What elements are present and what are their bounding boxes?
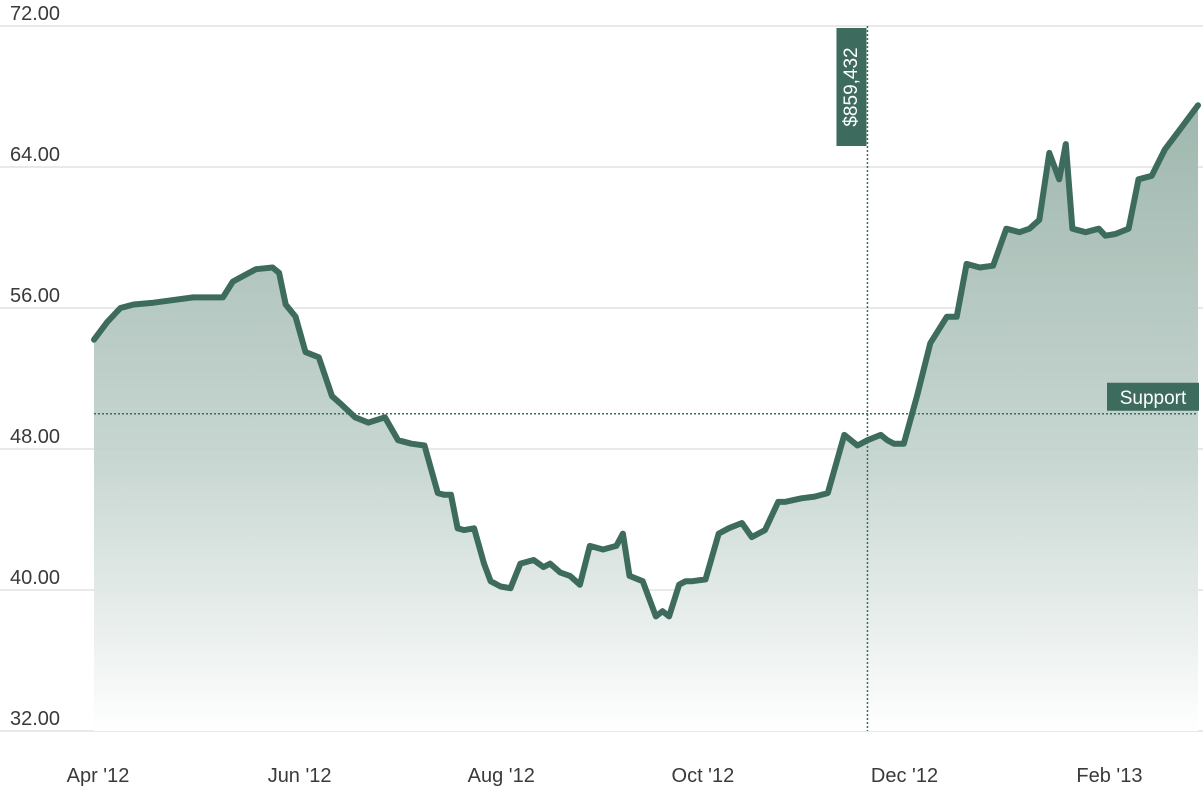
series-area <box>94 105 1198 732</box>
y-tick-label: 32.00 <box>10 708 60 730</box>
y-tick-label: 56.00 <box>10 285 60 307</box>
x-tick-label: Oct '12 <box>672 765 735 787</box>
series-line <box>91 102 1201 620</box>
support-badge <box>1107 382 1199 411</box>
series-line-layer <box>91 102 1201 620</box>
marker-layer: $859,432 <box>836 26 869 731</box>
support-label: Support <box>1120 388 1187 409</box>
area-fill-layer <box>94 105 1198 732</box>
x-tick-label: Aug '12 <box>468 765 535 787</box>
y-axis-ticks: 72.00 64.00 56.00 48.00 40.00 32.00 <box>10 3 60 730</box>
y-tick-label: 48.00 <box>10 426 60 448</box>
x-tick-label: Apr '12 <box>67 765 130 787</box>
support-line-layer: Support <box>94 382 1199 415</box>
marker-badge <box>836 28 867 146</box>
y-tick-label: 72.00 <box>10 3 60 25</box>
marker-label: $859,432 <box>841 47 862 126</box>
y-tick-label: 64.00 <box>10 144 60 166</box>
x-tick-label: Jun '12 <box>268 765 332 787</box>
x-tick-label: Feb '13 <box>1076 765 1142 787</box>
y-tick-label: 40.00 <box>10 567 60 589</box>
x-tick-label: Dec '12 <box>871 765 938 787</box>
x-axis-ticks: Apr '12 Jun '12 Aug '12 Oct '12 Dec '12 Feb '… <box>67 765 1143 787</box>
